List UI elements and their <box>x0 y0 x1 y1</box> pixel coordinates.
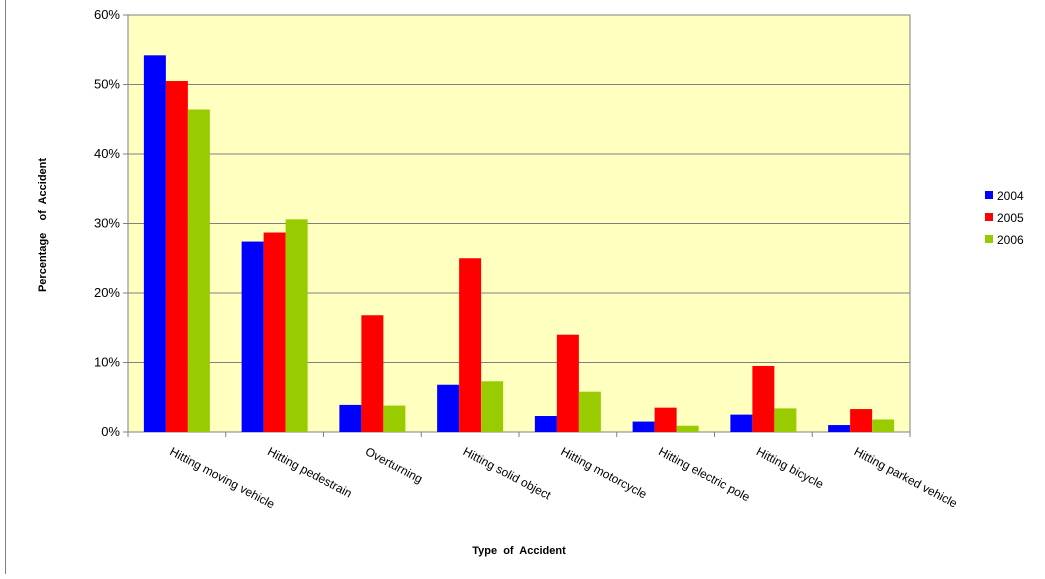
y-tick-label: 0% <box>101 424 120 439</box>
y-tick-label: 60% <box>94 7 120 22</box>
bar-2005-5 <box>556 334 579 432</box>
bar-2006-2 <box>285 219 308 432</box>
y-tick-label: 50% <box>94 77 120 92</box>
frame-left-border <box>5 0 6 574</box>
bar-2004-2 <box>241 241 264 432</box>
y-axis-title: Percentage of Accident <box>37 158 49 292</box>
bar-2005-2 <box>263 232 286 432</box>
x-axis-title: Type of Accident <box>472 545 566 557</box>
legend-swatch-2004 <box>985 191 993 199</box>
bar-2006-4 <box>481 381 504 432</box>
bar-2006-8 <box>872 419 895 432</box>
bar-2004-1 <box>143 55 166 433</box>
x-category-label: Hitting electric pole <box>656 444 752 504</box>
x-category-label: Hitting solid object <box>461 444 554 502</box>
bar-2006-5 <box>578 391 601 432</box>
bar-2004-3 <box>339 404 362 432</box>
legend-label-2005: 2005 <box>997 211 1024 225</box>
bars <box>127 55 911 437</box>
y-axis-ticks: 0% 10% 20% 30% 40% 50% 60% <box>94 7 128 439</box>
bar-2005-4 <box>459 258 482 432</box>
bar-2005-1 <box>165 81 188 433</box>
bar-2004-4 <box>437 384 460 432</box>
x-category-label: Hitting parked vehicle <box>852 444 960 510</box>
x-category-label: Hitting bicycle <box>754 444 826 491</box>
bar-2006-7 <box>774 408 797 432</box>
x-category-label: Hitting motorcycle <box>558 444 649 501</box>
y-tick-label: 30% <box>94 216 120 231</box>
legend: 2004 2005 2006 <box>985 189 1024 247</box>
bar-2005-3 <box>361 315 384 432</box>
bar-2005-8 <box>850 409 873 432</box>
bar-2004-8 <box>828 425 851 432</box>
y-tick-label: 40% <box>94 146 120 161</box>
x-category-label: Hitting pedestrain <box>265 444 354 500</box>
bar-2004-7 <box>730 414 753 432</box>
bar-2006-6 <box>676 425 699 432</box>
legend-swatch-2006 <box>985 235 993 243</box>
legend-swatch-2005 <box>985 213 993 221</box>
bar-2006-1 <box>187 109 210 433</box>
bar-2004-6 <box>632 421 655 432</box>
legend-label-2004: 2004 <box>997 189 1024 203</box>
y-tick-label: 10% <box>94 355 120 370</box>
y-tick-label: 20% <box>94 285 120 300</box>
x-category-label: Hitting moving vehicle <box>167 444 277 511</box>
bar-2004-5 <box>534 416 557 432</box>
x-category-label: Overturning <box>363 444 425 486</box>
bar-2006-3 <box>383 405 406 432</box>
legend-label-2006: 2006 <box>997 233 1024 247</box>
bar-2005-7 <box>752 365 775 432</box>
bar-2005-6 <box>654 407 677 432</box>
